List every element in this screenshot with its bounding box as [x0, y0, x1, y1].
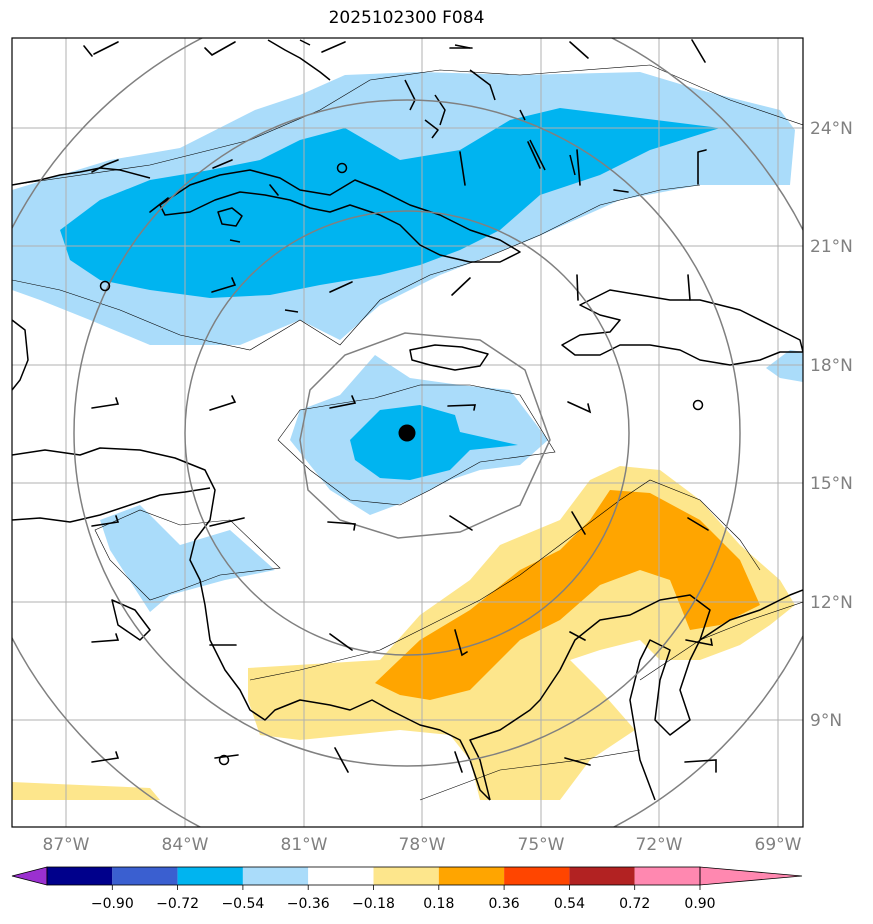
lon-label: 72°W	[636, 835, 683, 855]
colorbar-tick-label: −0.18	[352, 896, 395, 912]
orange-band	[375, 490, 760, 700]
storm-center-marker	[398, 424, 416, 442]
coast-cuba	[159, 169, 521, 263]
coast-south-america	[469, 589, 803, 801]
yellow-strip-southwest	[12, 782, 160, 800]
colorbar-tick-label: −0.36	[287, 896, 330, 912]
colorbar: −0.90 −0.72 −0.54 −0.36 −0.18 0.18 0.36 …	[11, 866, 803, 912]
plot-title: 2025102300 F084	[328, 8, 485, 28]
map-area	[12, 38, 803, 827]
colorbar-segment	[504, 867, 570, 885]
longitude-labels: 87°W 84°W 81°W 78°W 75°W 72°W 69°W	[43, 835, 802, 855]
blue-core-mid	[350, 405, 518, 480]
colorbar-tick-label: 0.72	[619, 896, 650, 912]
colorbar-segment	[438, 867, 505, 885]
map-frame	[11, 37, 804, 828]
colorbar-segment	[569, 867, 635, 885]
colorbar-tick-label: 0.36	[489, 896, 520, 912]
colorbar-underflow-arrow	[11, 866, 48, 886]
coast-nicaragua-lake	[111, 599, 151, 641]
coast-hispaniola	[561, 289, 803, 366]
colorbar-segment	[373, 867, 439, 885]
lat-label: 24°N	[810, 119, 853, 139]
lat-label: 12°N	[810, 593, 853, 613]
distance-rings	[12, 38, 803, 827]
blue-patch-east	[766, 350, 803, 382]
coast-jamaica	[409, 344, 489, 371]
colorbar-segment	[47, 867, 113, 885]
colorbar-tick-label: −0.72	[156, 896, 199, 912]
colorbar-segment	[308, 867, 374, 885]
lon-label: 69°W	[755, 835, 802, 855]
colorbar-segment	[177, 867, 243, 885]
colorbar-segment	[242, 867, 309, 885]
lon-label: 75°W	[518, 835, 565, 855]
lat-label: 15°N	[810, 474, 853, 494]
lat-label: 21°N	[810, 237, 853, 257]
colorbar-overflow-arrow	[699, 866, 803, 886]
coast-honduras-north	[12, 487, 211, 523]
lat-label: 18°N	[810, 356, 853, 376]
pressure-contours	[12, 64, 803, 801]
colorbar-tick-label: −0.54	[221, 896, 264, 912]
wind-barbs	[83, 39, 717, 773]
calm-markers	[99, 162, 704, 766]
anomaly-fill-layer	[12, 72, 803, 800]
lon-label: 84°W	[162, 835, 209, 855]
coast-cayman-islands	[229, 239, 299, 313]
lon-label: 87°W	[43, 835, 90, 855]
coast-isla-de-la-juventud	[217, 207, 243, 227]
colorbar-tick-label: 0.18	[423, 896, 454, 912]
lon-label: 78°W	[399, 835, 446, 855]
lon-label: 81°W	[281, 835, 328, 855]
lat-label: 9°N	[810, 711, 842, 731]
blue-band-mid	[60, 108, 720, 298]
colorbar-segment	[112, 867, 178, 885]
coast-yucatan	[12, 167, 151, 186]
gridlines	[12, 38, 803, 827]
colorbar-tick-label: 0.54	[554, 896, 585, 912]
colorbar-tick-label: −0.90	[91, 896, 134, 912]
latitude-labels: 24°N 21°N 18°N 15°N 12°N 9°N	[810, 119, 853, 731]
colorbar-tick-label: 0.90	[684, 896, 715, 912]
colorbar-segment	[634, 867, 700, 885]
blue-patch-west	[100, 505, 275, 612]
colorbar-ticks	[111, 885, 701, 890]
coast-florida	[267, 39, 331, 81]
coast-central-america	[12, 319, 491, 801]
